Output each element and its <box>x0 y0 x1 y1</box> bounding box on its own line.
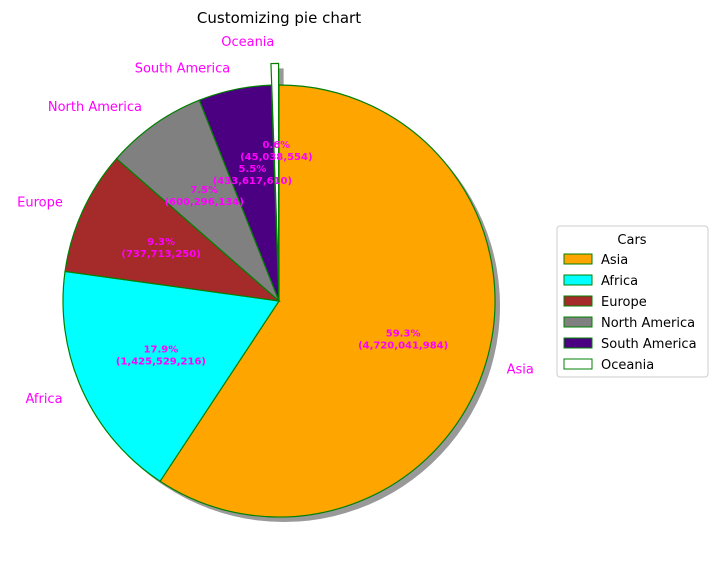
value-label-europe: (737,713,250) <box>121 249 200 260</box>
legend-swatch-south-america <box>563 337 593 349</box>
slice-oceania <box>270 62 280 280</box>
pie-labels: Asia 59.3%(4,720,041,984) Africa 17.9%(1,42… <box>17 35 534 407</box>
value-label-south-america: (433,617,610) <box>213 176 292 187</box>
value-label-africa: (1,425,529,216) <box>116 356 206 367</box>
pct-label-oceania: 0.6% <box>262 140 290 151</box>
pct-label-north-america: 7.5% <box>190 185 218 196</box>
label-oceania: Oceania <box>221 35 274 50</box>
pct-label-europe: 9.3% <box>147 237 175 248</box>
legend-label-north-america: North America <box>601 316 695 331</box>
legend-swatch-oceania <box>563 358 593 370</box>
legend-swatch-europe <box>563 295 593 307</box>
value-label-north-america: (600,296,134) <box>165 197 244 208</box>
slice-europe <box>64 157 281 302</box>
legend-swatch-north-america <box>563 316 593 328</box>
slice-africa <box>62 270 281 483</box>
value-label-oceania: (45,038,554) <box>240 152 312 163</box>
legend-label-europe: Europe <box>601 295 647 310</box>
legend: Cars Asia Africa Europe North America South … <box>556 225 709 378</box>
legend-swatch-asia <box>563 253 593 265</box>
legend-swatch-africa <box>563 274 593 286</box>
legend-label-south-america: South America <box>601 337 697 352</box>
slice-asia <box>159 84 496 518</box>
label-europe: Europe <box>17 195 63 210</box>
slice-north-america <box>115 99 280 302</box>
label-asia: Asia <box>507 362 534 377</box>
label-south-america: South America <box>135 61 231 76</box>
legend-title: Cars <box>617 233 646 248</box>
pct-label-africa: 17.9% <box>144 344 179 355</box>
pie-slices <box>62 62 496 518</box>
chart-title: Customizing pie chart <box>197 9 361 27</box>
pct-label-south-america: 5.5% <box>239 164 267 175</box>
legend-box <box>556 225 709 378</box>
pct-label-asia: 59.3% <box>386 328 421 339</box>
legend-label-asia: Asia <box>601 253 628 268</box>
label-north-america: North America <box>48 100 142 115</box>
legend-label-oceania: Oceania <box>601 358 654 373</box>
legend-label-africa: Africa <box>601 274 638 289</box>
label-africa: Africa <box>25 392 62 407</box>
value-label-asia: (4,720,041,984) <box>358 340 448 351</box>
